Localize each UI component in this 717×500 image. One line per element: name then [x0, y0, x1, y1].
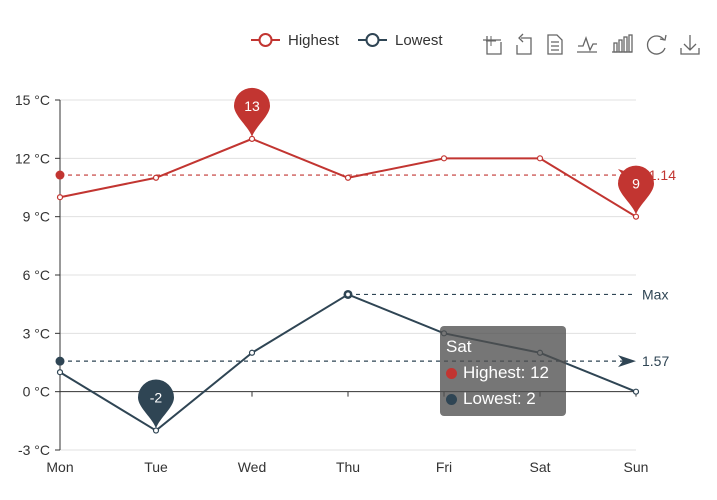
tooltip-dot-lowest [446, 394, 457, 405]
data-view-icon[interactable] [547, 34, 563, 55]
rectangle-zoom-icon[interactable] [483, 36, 502, 55]
data-point [344, 291, 352, 298]
data-point [56, 369, 64, 376]
mark-line-label: 1.57 [642, 353, 669, 369]
mark-pin-label: 9 [632, 176, 640, 192]
tooltip-text-lowest: Lowest: 2 [463, 389, 536, 408]
legend-symbol-lowest [365, 33, 380, 47]
mark-pin [234, 87, 270, 137]
y-tick-label: 12 °C [15, 150, 50, 166]
line-chart-icon[interactable] [577, 36, 597, 53]
mark-line-arrow [618, 355, 636, 368]
data-point [152, 174, 160, 181]
legend-symbol-highest [258, 33, 273, 47]
mark-pin [138, 379, 174, 429]
max-line-label: Max [642, 286, 668, 302]
data-point [248, 135, 256, 142]
x-tick-label: Tue [144, 459, 168, 475]
legend[interactable]: Highest Lowest [251, 32, 443, 49]
y-tick-label: 0 °C [23, 384, 50, 400]
tooltip-title: Sat [446, 337, 472, 356]
bar-chart-icon[interactable] [612, 34, 633, 53]
x-tick-label: Thu [336, 459, 360, 475]
data-point [152, 427, 160, 434]
legend-item-lowest[interactable]: Lowest [358, 32, 443, 49]
tooltip-row-highest: Highest: 12 [446, 360, 566, 386]
y-tick-label: 6 °C [23, 267, 50, 283]
save-image-icon[interactable] [680, 35, 700, 55]
legend-label-lowest: Lowest [395, 32, 443, 49]
data-point [632, 388, 640, 395]
y-tick-label: 9 °C [23, 209, 50, 225]
mark-pin-label: -2 [150, 390, 163, 406]
x-tick-label: Sat [529, 459, 550, 475]
data-point [632, 213, 640, 220]
x-tick-label: Fri [436, 459, 452, 475]
series-lines [56, 135, 640, 434]
y-tick-label: 3 °C [23, 325, 50, 341]
legend-label-highest: Highest [288, 32, 340, 49]
x-tick-label: Wed [238, 459, 267, 475]
data-point [56, 194, 64, 201]
tooltip-row-lowest: Lowest: 2 [446, 386, 566, 412]
mark-pin [618, 165, 654, 215]
x-tick-label: Mon [46, 459, 73, 475]
refresh-icon[interactable] [646, 34, 667, 55]
grid-lines [60, 99, 636, 451]
x-tick-label: Sun [624, 459, 649, 475]
axes: -3 °C 0 °C 3 °C 6 °C 9 °C 12 °C 15 °C Mon Tue Wed… [15, 92, 649, 475]
tooltip: Sat Highest: 12 Lowest: 2 [440, 326, 566, 416]
toolbox [483, 33, 700, 55]
legend-item-highest[interactable]: Highest [251, 32, 340, 49]
mark-pins: 13 9 -2 [138, 87, 654, 429]
restore-icon[interactable] [516, 33, 532, 55]
data-point [344, 174, 352, 181]
tooltip-text-highest: Highest: 12 [463, 363, 549, 382]
tooltip-dot-highest [446, 368, 457, 379]
y-tick-label: -3 °C [18, 442, 50, 458]
data-point [536, 155, 544, 162]
data-point [248, 349, 256, 356]
mark-pin-label: 13 [244, 98, 260, 114]
y-tick-label: 15 °C [15, 92, 50, 108]
data-point [440, 155, 448, 162]
